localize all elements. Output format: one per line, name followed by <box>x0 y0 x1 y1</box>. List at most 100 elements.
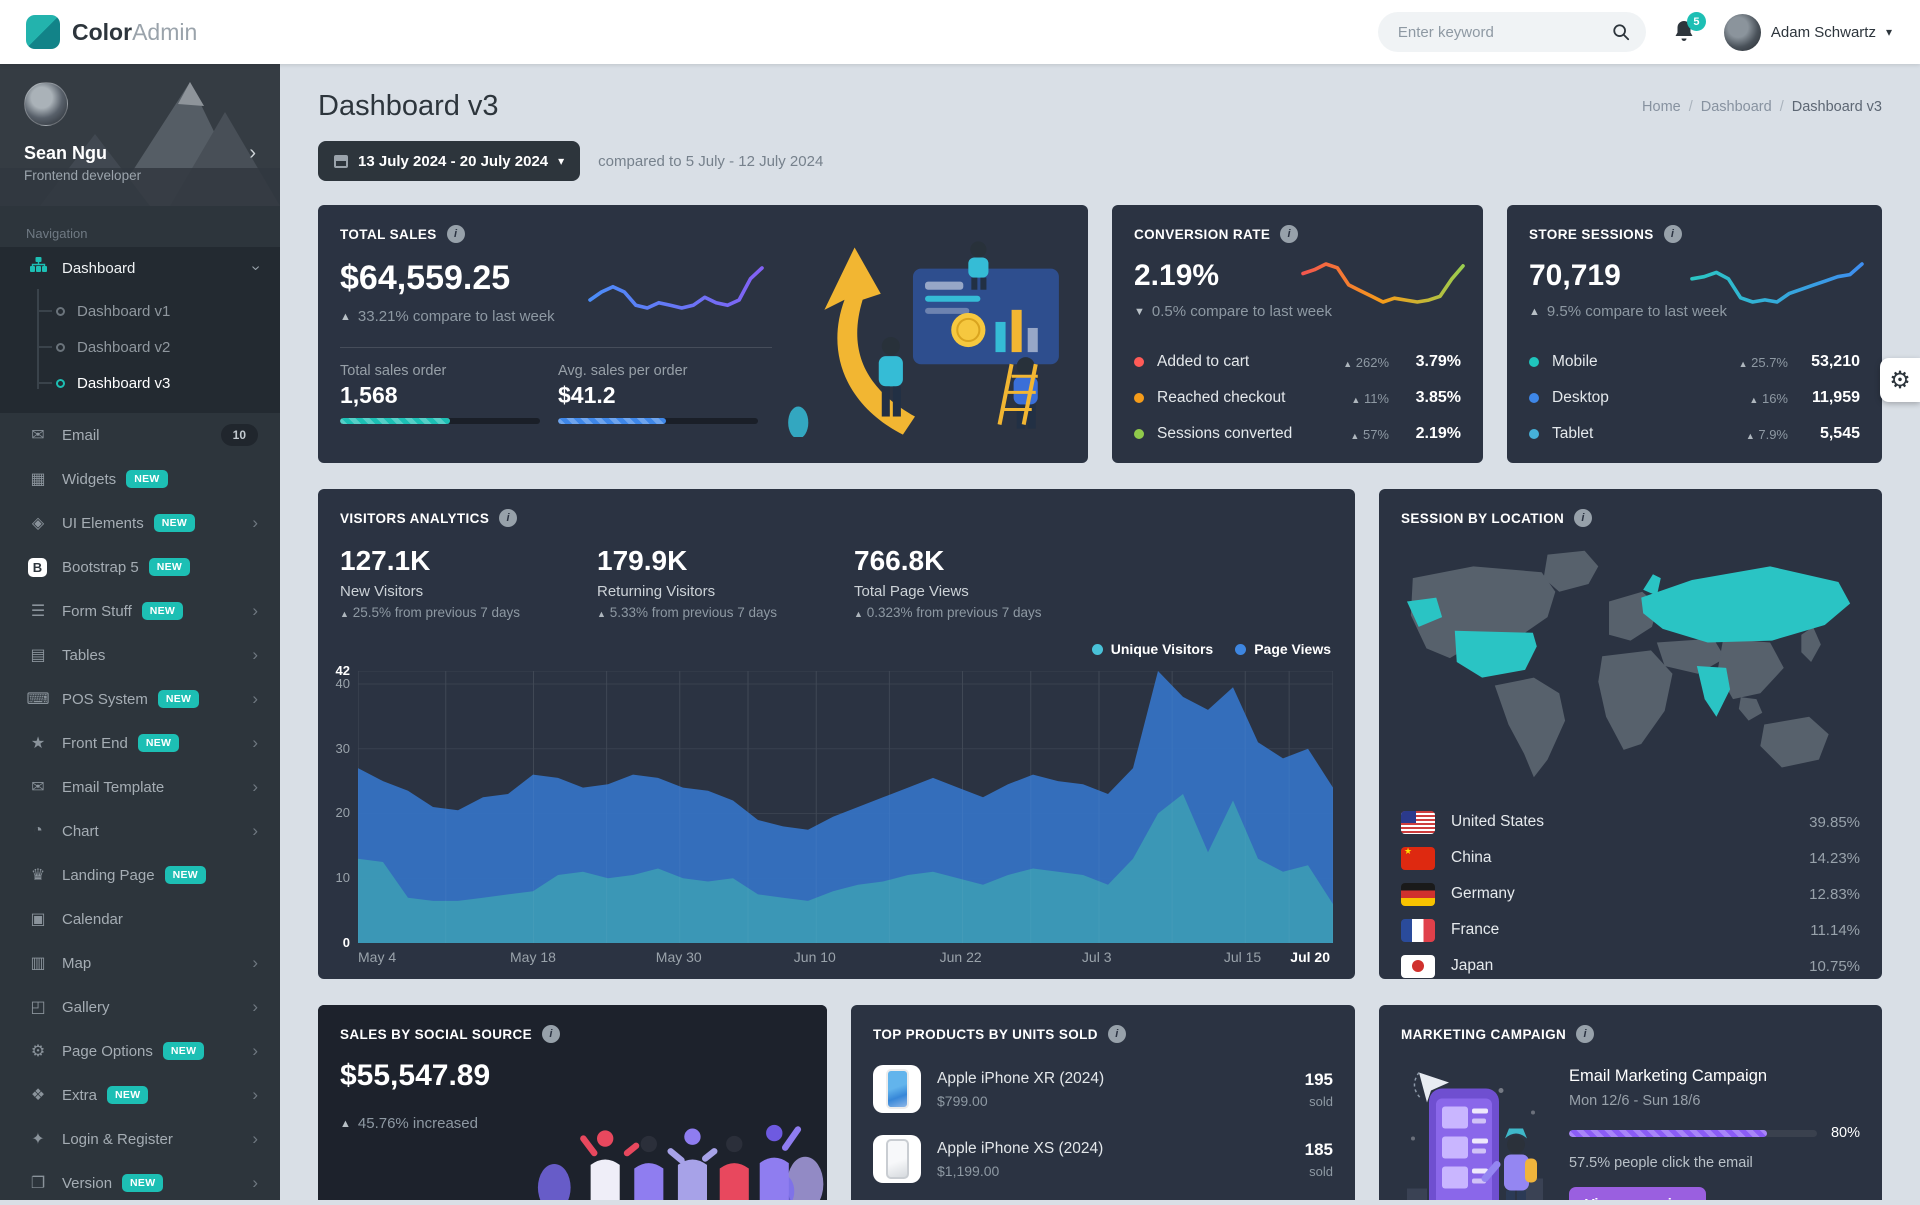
gem-icon: ◈ <box>31 515 45 532</box>
search-input[interactable] <box>1397 23 1612 41</box>
country-row-france: France 11.14% <box>1401 912 1860 948</box>
info-icon[interactable]: i <box>1663 225 1682 243</box>
bootstrap-icon: B <box>28 557 47 577</box>
card-title: SESSION BY LOCATION <box>1401 510 1565 526</box>
gift-icon: ❖ <box>30 1087 46 1104</box>
star-icon: ★ <box>30 735 46 752</box>
chevron-right-icon: › <box>252 513 258 532</box>
progress-bar <box>340 418 540 424</box>
card-title: SALES BY SOCIAL SOURCE <box>340 1026 533 1042</box>
new-badge: NEW <box>162 1042 205 1060</box>
info-icon[interactable]: i <box>499 509 518 527</box>
nav-section-label: Navigation <box>26 226 88 241</box>
table-icon: ▤ <box>30 647 46 664</box>
pie-chart-icon: ◔ <box>33 822 43 839</box>
france-flag-icon <box>1401 918 1435 942</box>
app-logo[interactable]: ColorAdmin <box>0 15 280 49</box>
visitors-analytics-card: VISITORS ANALYTICS i 127.1K New Visitors… <box>318 489 1355 979</box>
gears-icon: ⚙ <box>30 1043 46 1060</box>
chevron-right-icon: › <box>252 1041 258 1060</box>
status-dot <box>1134 357 1144 367</box>
sidebar-item-calendar[interactable]: ▣ Calendar <box>0 897 280 941</box>
world-map[interactable] <box>1401 541 1860 792</box>
sidebar-item-map[interactable]: ▥ Map › <box>0 941 280 985</box>
sidebar-item-gallery[interactable]: ◰ Gallery › <box>0 985 280 1029</box>
logo-icon <box>26 15 60 49</box>
sidebar-item-chart[interactable]: ◔ Chart › <box>0 809 280 853</box>
view-campaign-button[interactable]: View campaign <box>1569 1187 1706 1200</box>
tablet-row: Tablet ▲ 7.9% 5,545 <box>1529 416 1860 452</box>
campaign-note: 57.5% people click the email <box>1569 1155 1753 1171</box>
envelope-icon: ✉ <box>31 427 45 444</box>
calendar-icon: ▣ <box>30 911 46 928</box>
sidebar-item-dashboard-v3[interactable]: Dashboard v3 <box>0 365 280 401</box>
sessions-converted-row: Sessions converted ▲ 57% 2.19% <box>1134 416 1461 452</box>
sidebar-item-bootstrap5[interactable]: B Bootstrap 5 NEW <box>0 545 280 589</box>
returning-visitors-stat: 179.9K Returning Visitors ▲ 5.33% from p… <box>597 545 778 620</box>
added-to-cart-row: Added to cart ▲ 262% 3.79% <box>1134 344 1461 380</box>
new-badge: NEW <box>153 514 196 532</box>
sidebar-item-login-register[interactable]: ✦ Login & Register › <box>0 1117 280 1161</box>
progress-bar <box>558 418 758 424</box>
bullet-icon <box>56 306 65 316</box>
info-icon[interactable]: i <box>1107 1025 1126 1043</box>
sessions-change: 9.5% compare to last week <box>1546 303 1727 320</box>
sidebar-item-landing-page[interactable]: ♛ Landing Page NEW <box>0 853 280 897</box>
user-menu[interactable]: Adam Schwartz ▾ <box>1723 13 1892 51</box>
sidebar-item-pos-system[interactable]: ⌨ POS System NEW › <box>26 689 258 708</box>
list-icon: ☰ <box>30 603 46 620</box>
top-products-card: TOP PRODUCTS BY UNITS SOLD i Apple iPhon… <box>851 1005 1355 1200</box>
chevron-right-icon: › <box>252 1129 258 1148</box>
brand-light: Admin <box>132 18 198 45</box>
breadcrumb-dashboard[interactable]: Dashboard <box>1700 98 1772 115</box>
sidebar-item-tables[interactable]: ▤ Tables › <box>0 633 280 677</box>
down-arrow-icon: ▼ <box>1134 305 1145 318</box>
search-box[interactable] <box>1377 12 1646 52</box>
session-by-location-card: SESSION BY LOCATION i <box>1379 489 1882 979</box>
sidebar-item-widgets[interactable]: ▦ Widgets NEW <box>0 457 280 501</box>
legend-dot <box>1235 643 1247 655</box>
sidebar-item-front-end[interactable]: ★ Front End NEW › <box>0 721 280 765</box>
sidebar-item-page-options[interactable]: ⚙ Page Options NEW › <box>0 1029 280 1073</box>
search-icon[interactable] <box>1612 23 1630 41</box>
sidebar-item-form-stuff[interactable]: ☰ Form Stuff NEW › <box>0 589 280 633</box>
country-row-us: United States 39.85% <box>1401 804 1860 840</box>
people-illustration <box>537 1124 824 1200</box>
info-icon[interactable]: i <box>1576 1025 1595 1043</box>
info-icon[interactable]: i <box>1574 509 1593 527</box>
store-sessions-card: STORE SESSIONS i 70,719 ▲ 9.5% compare t… <box>1507 205 1882 463</box>
sidebar-item-dashboard[interactable]: Dashboard › <box>0 247 280 289</box>
card-title: VISITORS ANALYTICS <box>340 510 490 526</box>
crown-icon: ♛ <box>30 867 46 884</box>
breadcrumb-home[interactable]: Home <box>1642 98 1681 115</box>
product-row-iphone-xr[interactable]: Apple iPhone XR (2024) $799.00 195 sold <box>873 1065 1333 1113</box>
sidebar-item-version[interactable]: ❐ Version NEW › <box>0 1161 280 1205</box>
sidebar-item-dashboard-v1[interactable]: Dashboard v1 <box>0 293 280 329</box>
theme-settings-button[interactable]: ⚙ <box>1880 358 1920 402</box>
register-icon: ⌨ <box>26 691 50 708</box>
product-row-iphone-xs[interactable]: Apple iPhone XS (2024) $1,199.00 185 sol… <box>873 1135 1333 1183</box>
sidebar-item-email[interactable]: ✉ Email 10 <box>0 413 280 457</box>
new-badge: NEW <box>137 734 180 752</box>
campaign-progress-label: 80% <box>1830 1125 1860 1141</box>
germany-flag-icon <box>1401 882 1435 906</box>
info-icon[interactable]: i <box>446 225 465 243</box>
sidebar-profile[interactable]: Sean Ngu › Frontend developer <box>0 64 280 206</box>
total-sales-value: $64,559.25 <box>340 259 511 297</box>
x-axis-labels: May 4 May 18 May 30 Jun 10 Jun 22 Jul 3 Jul 15… <box>358 949 1330 965</box>
info-icon[interactable]: i <box>1280 225 1299 243</box>
sidebar-item-ui-elements[interactable]: ◈ UI Elements NEW › <box>0 501 280 545</box>
date-range-picker[interactable]: 13 July 2024 - 20 July 2024 ▾ <box>318 141 581 181</box>
sidebar-item-email-template[interactable]: ✉ Email Template › <box>0 765 280 809</box>
sidebar-item-extra[interactable]: ❖ Extra NEW › <box>0 1073 280 1117</box>
info-icon[interactable]: i <box>542 1025 561 1043</box>
desktop-row: Desktop ▲ 16% 11,959 <box>1529 380 1860 416</box>
country-row-germany: Germany 12.83% <box>1401 876 1860 912</box>
campaign-date: Mon 12/6 - Sun 18/6 <box>1569 1093 1701 1109</box>
gear-icon: ⚙ <box>1889 366 1911 394</box>
campaign-name: Email Marketing Campaign <box>1569 1067 1768 1085</box>
notifications-button[interactable]: 5 <box>1672 12 1706 45</box>
sidebar-item-dashboard-v2[interactable]: Dashboard v2 <box>0 329 280 365</box>
japan-flag-icon <box>1401 954 1435 978</box>
topbar: ColorAdmin 5 Adam Schwartz ▾ <box>0 0 1920 64</box>
